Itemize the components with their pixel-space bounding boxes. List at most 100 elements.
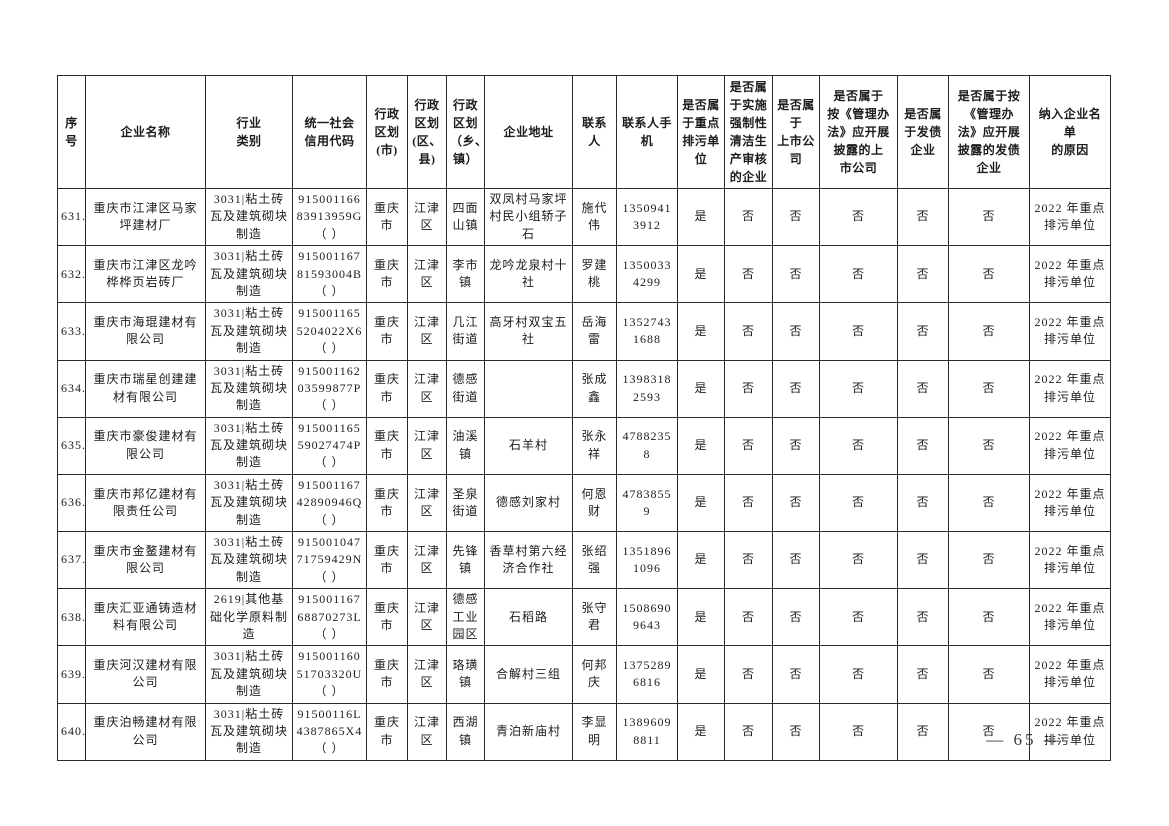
cell-city: 重庆市 — [366, 645, 408, 704]
cell-bond_disclosure: 否 — [948, 187, 1030, 247]
cell-key_pollutant: 是 — [677, 187, 725, 247]
cell-name: 重庆市豪俊建材有限公司 — [85, 416, 206, 475]
cell-cleaner_audit: 否 — [724, 531, 773, 590]
cell-industry: 3031|粘土砖瓦及建筑砌块制造 — [205, 645, 293, 704]
cell-cleaner_audit: 否 — [724, 302, 773, 361]
cell-contact: 施代伟 — [572, 187, 617, 247]
cell-city: 重庆市 — [366, 588, 408, 647]
cell-phone: 13518961096 — [616, 531, 678, 590]
column-header-town: 行政 区划 （乡、 镇） — [446, 75, 485, 189]
cell-key_pollutant: 是 — [677, 645, 725, 704]
cell-town: 德感街道 — [446, 359, 485, 418]
cell-city: 重庆市 — [366, 702, 408, 761]
cell-bond_disclosure: 否 — [948, 359, 1030, 418]
cell-bond_disclosure: 否 — [948, 473, 1030, 533]
cell-bond_disclosure: 否 — [948, 416, 1030, 475]
column-header-phone: 联系人手 机 — [616, 75, 678, 189]
cell-phone: 13509413912 — [616, 187, 678, 247]
cell-listed: 否 — [772, 531, 820, 590]
cell-phone: 13896098811 — [616, 702, 678, 761]
cell-listed: 否 — [772, 359, 820, 418]
cell-key_pollutant: 是 — [677, 588, 725, 647]
cell-name: 重庆汇亚通铸造材料有限公司 — [85, 588, 206, 647]
cell-phone: 13500334299 — [616, 245, 678, 304]
cell-name: 重庆市邦亿建材有限责任公司 — [85, 473, 206, 533]
cell-listed: 否 — [772, 645, 820, 704]
cell-listed: 否 — [772, 702, 820, 761]
table-row: 638. 重庆汇亚通铸造材料有限公司 2619|其他基础化学原料制造 91500116… — [57, 588, 1111, 647]
cell-town: 圣泉街道 — [446, 473, 485, 533]
cell-bond_disclosure: 否 — [948, 245, 1030, 304]
cell-xuhao: 631. — [57, 187, 86, 247]
cell-reason: 2022 年重点排污单位 — [1029, 245, 1111, 304]
cell-address — [484, 359, 573, 418]
cell-key_pollutant: 是 — [677, 359, 725, 418]
cell-bond: 否 — [897, 302, 949, 361]
cell-industry: 3031|粘土砖瓦及建筑砌块制造 — [205, 187, 293, 247]
cell-listed_disclosure: 否 — [819, 473, 898, 533]
cell-address: 龙吟龙泉村十社 — [484, 245, 573, 304]
cell-listed_disclosure: 否 — [819, 416, 898, 475]
cell-district: 江津区 — [407, 473, 447, 533]
cell-address: 合解村三组 — [484, 645, 573, 704]
column-header-contact: 联系人 — [572, 75, 617, 189]
cell-reason: 2022 年重点排污单位 — [1029, 588, 1111, 647]
cell-town: 油溪镇 — [446, 416, 485, 475]
cell-phone: 47882358 — [616, 416, 678, 475]
cell-city: 重庆市 — [366, 187, 408, 247]
cell-address: 青泊新庙村 — [484, 702, 573, 761]
cell-phone: 13752896816 — [616, 645, 678, 704]
cell-bond_disclosure: 否 — [948, 645, 1030, 704]
cell-industry: 3031|粘土砖瓦及建筑砌块制造 — [205, 702, 293, 761]
cell-contact: 张永祥 — [572, 416, 617, 475]
cell-name: 重庆河汉建材有限公司 — [85, 645, 206, 704]
cell-district: 江津区 — [407, 416, 447, 475]
cell-credit_code: 915001162 03599877P （ ） — [292, 359, 367, 418]
table-row: 639. 重庆河汉建材有限公司 3031|粘土砖瓦及建筑砌块制造 915001160 … — [57, 645, 1111, 704]
table-row: 632. 重庆市江津区龙吟桦桦页岩砖厂 3031|粘土砖瓦及建筑砌块制造 915001… — [57, 245, 1111, 304]
cell-reason: 2022 年重点排污单位 — [1029, 473, 1111, 533]
cell-address: 双凤村马家坪村民小组轿子石 — [484, 187, 573, 247]
table-header: 序号 企业名称 行业 类别 统一社会 信用代码 行政 区划 (市) 行政 区划 (区、 县… — [57, 75, 1111, 189]
cell-bond: 否 — [897, 416, 949, 475]
cell-contact: 罗建桃 — [572, 245, 617, 304]
cell-address: 香草村第六经济合作社 — [484, 531, 573, 590]
cell-xuhao: 636. — [57, 473, 86, 533]
cell-key_pollutant: 是 — [677, 702, 725, 761]
column-header-city: 行政 区划 (市) — [366, 75, 408, 189]
enterprise-table: 序号 企业名称 行业 类别 统一社会 信用代码 行政 区划 (市) 行政 区划 (区、 县… — [57, 75, 1111, 761]
cell-phone: 13527431688 — [616, 302, 678, 361]
cell-key_pollutant: 是 — [677, 531, 725, 590]
cell-city: 重庆市 — [366, 359, 408, 418]
cell-phone: 47838559 — [616, 473, 678, 533]
cell-contact: 李显明 — [572, 702, 617, 761]
table-header-row: 序号 企业名称 行业 类别 统一社会 信用代码 行政 区划 (市) 行政 区划 (区、 县… — [57, 75, 1111, 189]
cell-district: 江津区 — [407, 702, 447, 761]
table-row: 634. 重庆市瑞星创建建材有限公司 3031|粘土砖瓦及建筑砌块制造 9150011… — [57, 359, 1111, 418]
column-header-name: 企业名称 — [85, 75, 206, 189]
cell-name: 重庆市江津区马家坪建材厂 — [85, 187, 206, 247]
cell-industry: 3031|粘土砖瓦及建筑砌块制造 — [205, 359, 293, 418]
cell-name: 重庆市江津区龙吟桦桦页岩砖厂 — [85, 245, 206, 304]
cell-key_pollutant: 是 — [677, 302, 725, 361]
cell-listed: 否 — [772, 588, 820, 647]
cell-contact: 何邦庆 — [572, 645, 617, 704]
column-header-key_pollutant: 是否属 于重点 排污单 位 — [677, 75, 725, 189]
cell-reason: 2022 年重点排污单位 — [1029, 187, 1111, 247]
cell-bond: 否 — [897, 245, 949, 304]
cell-cleaner_audit: 否 — [724, 473, 773, 533]
cell-bond_disclosure: 否 — [948, 531, 1030, 590]
cell-industry: 2619|其他基础化学原料制造 — [205, 588, 293, 647]
cell-town: 四面山镇 — [446, 187, 485, 247]
cell-address: 石羊村 — [484, 416, 573, 475]
cell-industry: 3031|粘土砖瓦及建筑砌块制造 — [205, 531, 293, 590]
page-number: — 65 — — [986, 730, 1064, 749]
cell-key_pollutant: 是 — [677, 473, 725, 533]
column-header-bond_disclosure: 是否属于按 《管理办 法》应开展 披露的发债 企业 — [948, 75, 1030, 189]
cell-key_pollutant: 是 — [677, 416, 725, 475]
cell-city: 重庆市 — [366, 473, 408, 533]
cell-cleaner_audit: 否 — [724, 416, 773, 475]
cell-town: 先锋镇 — [446, 531, 485, 590]
cell-contact: 何恩财 — [572, 473, 617, 533]
cell-cleaner_audit: 否 — [724, 645, 773, 704]
